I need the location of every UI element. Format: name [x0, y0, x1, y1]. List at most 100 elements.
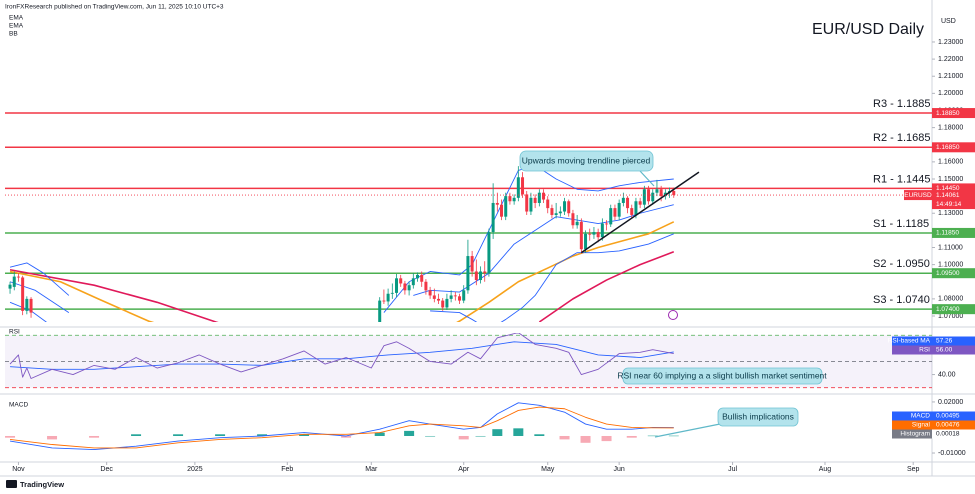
- candle-body: [596, 232, 600, 238]
- indicator-label: BB: [9, 31, 18, 38]
- series-name-tag: [892, 345, 932, 355]
- last-price-tag: [932, 190, 975, 210]
- candle-body: [525, 194, 529, 212]
- candle-body: [420, 274, 424, 282]
- event-icon: [668, 310, 678, 320]
- candle-body: [29, 298, 33, 313]
- annotation-box: [519, 150, 654, 172]
- histogram-bar: [404, 430, 415, 436]
- candle-body: [537, 192, 541, 203]
- candle-body: [651, 192, 655, 202]
- candle-body: [449, 295, 453, 299]
- candle-body: [437, 298, 441, 301]
- candle-body: [411, 278, 415, 286]
- histogram-bar: [257, 434, 268, 436]
- macd-line: [9, 406, 674, 449]
- candle-body: [386, 293, 390, 302]
- histogram-bar: [492, 429, 503, 436]
- level-tag-label: 1.09500: [936, 270, 960, 277]
- level-label: R2 - 1.1685: [873, 132, 930, 144]
- price-axis: 1.230001.220001.210001.200001.190001.180…: [932, 39, 975, 457]
- histogram-bar: [374, 432, 385, 436]
- brand: TradingView: [6, 480, 64, 489]
- candle-body: [483, 271, 487, 274]
- level-label: S1 - 1.1185: [873, 218, 929, 230]
- x-tick-label: 2025: [187, 466, 203, 473]
- level-label: R1 - 1.1445: [873, 173, 930, 185]
- level-tag-label: 1.07400: [936, 306, 960, 313]
- rsi-line: [10, 341, 674, 370]
- candle-body: [550, 208, 554, 215]
- candle-body: [453, 295, 457, 297]
- x-tick-label: Nov: [12, 466, 25, 473]
- candle-body: [571, 213, 575, 226]
- x-tick-label: Aug: [819, 466, 832, 473]
- candle-body: [563, 201, 567, 212]
- countdown-label: 14:49:14: [936, 201, 962, 208]
- candle-body: [504, 196, 508, 217]
- candle-body: [508, 196, 512, 202]
- histogram-bar: [215, 434, 226, 436]
- macd-pane: [5, 402, 679, 451]
- series-value-label: 0.00476: [936, 422, 960, 429]
- candle-body: [516, 177, 520, 198]
- histogram-bar: [47, 435, 58, 440]
- macd-annotation: Bullish implications: [654, 407, 799, 438]
- candle-body: [25, 298, 29, 311]
- series-value-label: 0.00018: [936, 431, 960, 438]
- x-tick-label: Sep: [907, 466, 920, 473]
- candle-body: [584, 233, 588, 250]
- candle-body: [500, 204, 504, 217]
- series-value-tag: [932, 420, 975, 430]
- price-annotation: Upwards moving trendline pierced: [519, 150, 655, 187]
- series-name-label: MACD: [911, 413, 930, 420]
- x-tick-label: Dec: [100, 466, 113, 473]
- candle-body: [390, 292, 394, 294]
- candle-body: [672, 190, 676, 196]
- histogram-bar: [601, 435, 612, 442]
- y-tick-label: -0.01000: [938, 450, 966, 457]
- candle-body: [441, 300, 445, 308]
- candle-body: [617, 202, 621, 217]
- candle-body: [521, 177, 525, 195]
- candle-body: [630, 208, 634, 215]
- pane-title: MACD: [9, 402, 28, 409]
- series-name-label: RSI-based MA: [888, 338, 931, 345]
- histogram-bar: [341, 435, 352, 438]
- y-tick-label: 1.16000: [938, 159, 963, 166]
- candle-body: [592, 232, 596, 235]
- candle-body: [626, 197, 630, 209]
- candle-body: [529, 197, 533, 212]
- series-name-label: RSI: [919, 347, 930, 354]
- y-tick-label: 1.22000: [938, 56, 963, 63]
- candle-body: [462, 290, 466, 301]
- rsi-annotation: RSI near 60 implying a a slight bullish …: [617, 367, 827, 385]
- candle-body: [470, 256, 474, 272]
- histogram-bar: [559, 435, 570, 440]
- level-tag-label: 1.18850: [936, 110, 960, 117]
- histogram-bar: [173, 434, 184, 436]
- y-tick-label: 1.07000: [938, 313, 963, 320]
- indicator-label: EMA: [9, 15, 24, 22]
- candle-body: [21, 277, 25, 311]
- histogram-bar: [425, 435, 436, 437]
- candle-body: [474, 271, 478, 281]
- y-tick-label: 1.15000: [938, 176, 963, 183]
- level-tag: [932, 304, 975, 315]
- histogram-bar: [299, 434, 310, 436]
- candle-body: [416, 274, 420, 279]
- annotation-text: RSI near 60 implying a a slight bullish …: [617, 370, 827, 380]
- series-name-label: Signal: [912, 422, 931, 429]
- series-name-tag: [892, 411, 932, 421]
- histogram-bar: [626, 435, 637, 438]
- histogram-bar: [5, 435, 16, 438]
- series-name-tag: [892, 420, 932, 430]
- y-tick-label: 1.11000: [938, 244, 963, 251]
- y-tick-label: 40.00: [938, 371, 956, 378]
- candle-body: [600, 223, 604, 238]
- candle-body: [647, 189, 651, 202]
- candle-body: [546, 199, 550, 209]
- annotation-box: [622, 367, 823, 385]
- candle-body: [12, 276, 16, 287]
- annotation-text: Bullish implications: [722, 411, 794, 421]
